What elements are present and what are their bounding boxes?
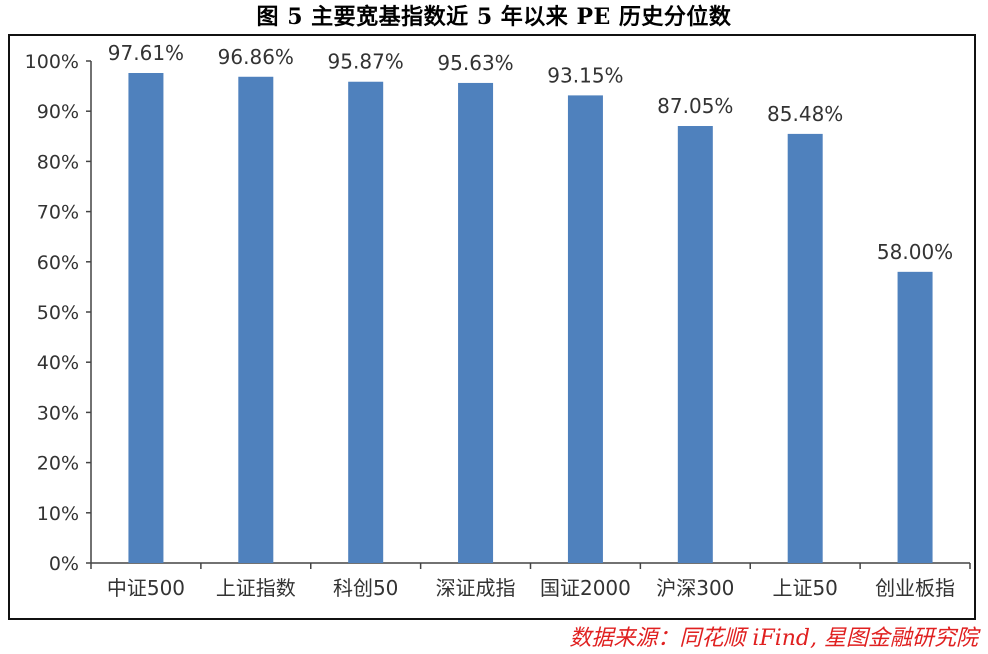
y-tick-label: 70% bbox=[37, 202, 79, 224]
category-label: 沪深300 bbox=[656, 576, 734, 600]
y-tick-label: 40% bbox=[37, 352, 79, 374]
category-label: 科创50 bbox=[333, 576, 398, 600]
bar bbox=[897, 271, 933, 563]
source-note: 数据来源：同花顺 iFind, 星图金融研究院 bbox=[569, 626, 978, 651]
y-tick-label: 50% bbox=[37, 302, 79, 324]
chart-frame bbox=[8, 34, 976, 620]
y-tick-label: 90% bbox=[37, 101, 79, 123]
bar bbox=[458, 82, 494, 563]
bar bbox=[238, 76, 274, 563]
y-tick-label: 30% bbox=[37, 402, 79, 424]
data-label: 85.48% bbox=[767, 102, 843, 126]
y-tick-label: 80% bbox=[37, 151, 79, 173]
category-label: 国证2000 bbox=[540, 576, 631, 600]
bar bbox=[787, 133, 823, 564]
bar bbox=[677, 126, 713, 563]
data-label: 96.86% bbox=[218, 45, 294, 69]
category-label: 创业板指 bbox=[875, 576, 955, 600]
category-label: 上证50 bbox=[772, 576, 837, 600]
bar bbox=[567, 95, 603, 564]
bar bbox=[128, 72, 164, 563]
data-label: 95.87% bbox=[328, 50, 404, 74]
data-label: 58.00% bbox=[877, 240, 953, 264]
data-label: 95.63% bbox=[437, 51, 513, 75]
y-tick-label: 60% bbox=[37, 252, 79, 274]
category-label: 上证指数 bbox=[216, 576, 296, 600]
category-label: 中证500 bbox=[107, 576, 185, 600]
data-label: 93.15% bbox=[547, 63, 623, 87]
chart-title: 图 5 主要宽基指数近 5 年以来 PE 历史分位数 bbox=[256, 4, 732, 30]
y-tick-label: 100% bbox=[25, 51, 79, 73]
y-tick-label: 0% bbox=[49, 553, 79, 575]
bar bbox=[348, 81, 384, 563]
y-tick-label: 10% bbox=[37, 503, 79, 525]
y-tick-label: 20% bbox=[37, 453, 79, 475]
data-label: 97.61% bbox=[108, 41, 184, 65]
category-label: 深证成指 bbox=[436, 576, 516, 600]
data-label: 87.05% bbox=[657, 94, 733, 118]
